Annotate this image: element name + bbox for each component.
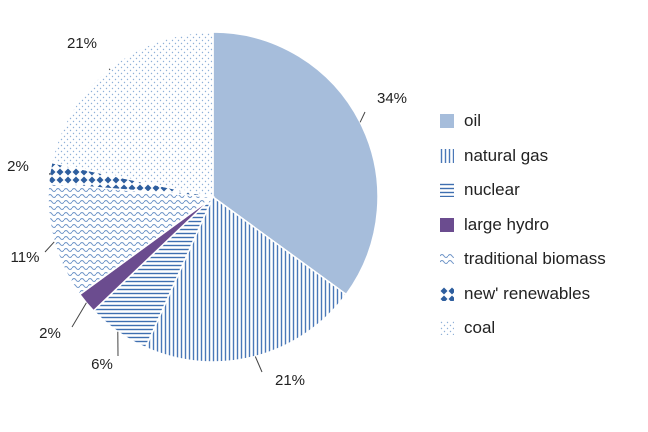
data-label: 6% [91,356,113,373]
legend-label: natural gas [464,145,549,165]
legend-label: new' renewables [464,283,591,303]
leader-line [71,302,87,328]
pie-slice-traditional-biomass [47,182,216,296]
legend-label: large hydro [464,214,550,234]
data-label: 21% [67,35,97,52]
legend-item: traditional biomass [440,242,645,277]
data-label: 2% [39,325,61,342]
legend-item: oil [440,104,645,139]
legend-swatch [440,321,454,336]
legend: oil natural gas nuclear large hydro traditio… [440,104,645,346]
legend-item: natural gas [440,139,645,174]
data-label: 11% [11,249,40,266]
legend-item: large hydro [440,208,645,243]
legend-item: new' renewables [440,277,645,312]
leader-line [254,356,263,373]
legend-item: nuclear [440,173,645,208]
leader-line [359,111,366,123]
data-label: 21% [275,372,305,389]
legend-label: nuclear [464,180,520,200]
data-label: 34% [377,90,407,107]
legend-swatch [440,252,454,267]
leader-line [44,241,55,253]
pie-slice-oil [212,31,379,296]
legend-swatch [440,286,454,301]
legend-label: oil [464,111,482,131]
legend-swatch [440,148,454,163]
pie-slice-natural-gas [144,195,348,363]
legend-item: coal [440,311,645,346]
data-label: 2% [7,158,29,175]
legend-label: coal [464,318,496,338]
legend-swatch [440,183,454,198]
legend-swatch [440,114,454,129]
leader-line [108,68,111,71]
legend-swatch [440,217,454,232]
legend-label: traditional biomass [464,249,606,269]
